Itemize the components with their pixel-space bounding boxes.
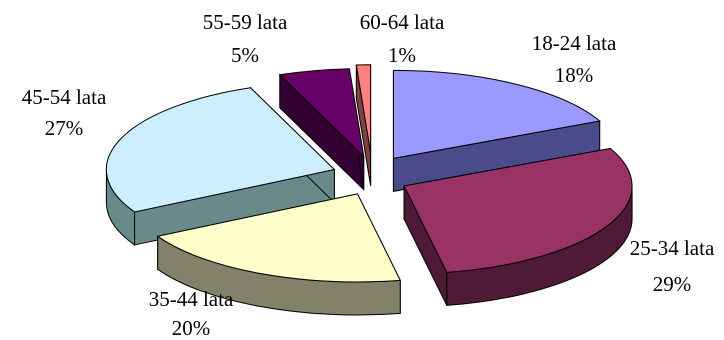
slice-value-label: 27% [45,116,84,140]
pie-slice-18-24-lata [392,69,601,193]
slice-label: 35-44 lata [149,287,234,311]
pie-slice-top [156,193,402,283]
slice-value-label: 29% [653,272,692,296]
pie-slice-55-59-lata [278,68,365,191]
pie-slice-top [403,147,633,273]
pie-slice-60-64-lata [355,64,372,186]
pie-slice-top [278,68,365,159]
slice-label: 25-34 lata [630,236,715,260]
pie-slice-25-34-lata [403,147,633,306]
pie-slice-top [392,69,601,160]
slice-label: 18-24 lata [532,31,617,55]
pie-labels: 18-24 lata 18% 25-34 lata 29% 35-44 lata 20% 4… [22,10,715,340]
slice-value-label: 5% [231,43,259,67]
pie-slice-top [105,87,336,213]
slice-value-label: 1% [388,43,416,67]
slice-label: 45-54 lata [22,85,107,109]
pie-slice-45-54-lata [105,86,336,246]
pie-slice-35-44-lata [156,193,402,316]
slice-label: 60-64 lata [360,10,445,34]
pie-slice-top [355,64,372,153]
pie-slices [105,64,633,316]
slice-label: 55-59 lata [203,10,288,34]
slice-value-label: 18% [555,63,594,87]
slice-value-label: 20% [172,316,211,340]
